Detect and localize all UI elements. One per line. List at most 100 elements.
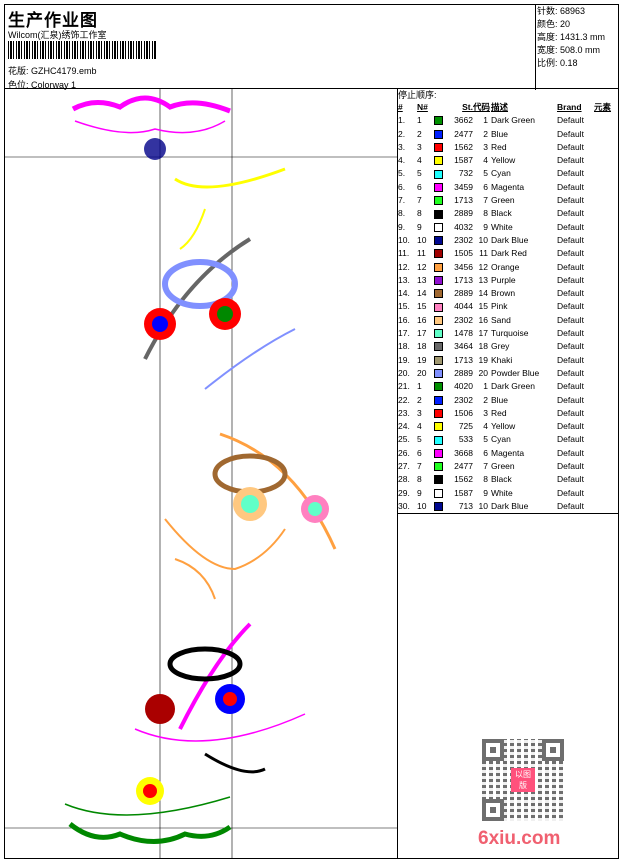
row-index: 18. [398, 341, 410, 352]
row-index: 16. [398, 314, 410, 325]
stop-sequence-label: 停止顺序: [398, 90, 437, 100]
swatch-box [434, 502, 443, 512]
swatch-box [434, 435, 443, 445]
stitch-count: 4020 [454, 381, 473, 392]
brand: Default [557, 434, 584, 445]
row-index: 3. [398, 141, 406, 152]
brand: Default [557, 354, 584, 365]
brand: Default [557, 301, 584, 312]
color-description: Blue [491, 128, 509, 139]
table-row: 20. 20 2889 20 Powder Blue Default [398, 367, 618, 380]
row-index: 27. [398, 461, 410, 472]
row-index: 23. [398, 407, 410, 418]
color-description: Dark Blue [491, 234, 529, 245]
color-code: 12 [478, 261, 488, 272]
swatch-box [434, 276, 443, 285]
color-description: Brown [491, 288, 516, 299]
color-code: 8 [483, 474, 488, 485]
color-swatch [434, 287, 446, 300]
brand: Default [557, 141, 584, 152]
row-index: 8. [398, 208, 406, 219]
brand: Default [557, 128, 584, 139]
brand: Default [557, 367, 584, 378]
needle-number: 8 [417, 208, 422, 219]
color-swatch [434, 314, 446, 327]
row-index: 19. [398, 354, 410, 365]
table-row: 8. 8 2889 8 Black Default [398, 207, 618, 220]
color-code: 9 [483, 221, 488, 232]
color-swatch [434, 500, 446, 513]
stitch-count: 3459 [454, 181, 473, 192]
stitch-count: 2302 [454, 314, 473, 325]
swatch-box [434, 143, 443, 153]
needle-number: 7 [417, 195, 422, 206]
barcode [8, 41, 156, 59]
table-row: 30. 10 713 10 Dark Blue Default [398, 500, 618, 513]
swatch-box [434, 315, 443, 325]
color-swatch [434, 487, 446, 500]
row-index: 30. [398, 500, 410, 511]
color-code: 2 [483, 394, 488, 405]
needle-number: 15 [417, 301, 427, 312]
color-swatch [434, 300, 446, 313]
color-code: 6 [483, 447, 488, 458]
brand: Default [557, 500, 584, 511]
color-swatch [434, 114, 446, 127]
color-description: Yellow [491, 421, 516, 432]
table-row: 25. 5 533 5 Cyan Default [398, 433, 618, 446]
swatch-box [434, 209, 443, 219]
colorway: 色位: Colorway 1 [8, 78, 76, 91]
table-row: 21. 1 4020 1 Dark Green Default [398, 380, 618, 393]
row-index: 29. [398, 487, 410, 498]
color-table-body: 1. 1 3662 1 Dark Green Default 2. 2 2477 2 Blue Def… [398, 114, 618, 513]
brand: Default [557, 181, 584, 192]
color-code: 16 [478, 314, 488, 325]
needle-number: 11 [417, 248, 426, 259]
color-description: Dark Red [491, 248, 527, 259]
divider [397, 88, 398, 859]
swatch-box [434, 369, 443, 379]
color-swatch [434, 194, 446, 207]
brand: Default [557, 381, 584, 392]
swatch-box [434, 408, 443, 418]
color-code: 2 [483, 128, 488, 139]
qr-code: 以图版 [482, 739, 564, 821]
color-swatch [434, 380, 446, 393]
brand: Default [557, 447, 584, 458]
stitch-count: 3662 [454, 115, 473, 126]
color-code: 15 [478, 301, 488, 312]
row-index: 7. [398, 195, 406, 206]
color-description: Orange [491, 261, 520, 272]
color-code: 4 [483, 155, 488, 166]
needle-number: 14 [417, 288, 427, 299]
watermark: 6xiu.com [478, 828, 561, 849]
color-description: Dark Green [491, 381, 535, 392]
stitch-count: 4044 [454, 301, 473, 312]
swatch-box [434, 182, 443, 192]
stitch-count: 2477 [454, 128, 473, 139]
color-code: 14 [478, 288, 488, 299]
table-row: 5. 5 732 5 Cyan Default [398, 167, 618, 180]
swatch-box [434, 156, 443, 166]
swatch-box [434, 129, 443, 139]
needle-number: 3 [417, 141, 422, 152]
table-row: 29. 9 1587 9 White Default [398, 487, 618, 500]
brand: Default [557, 115, 584, 126]
stitch-count: 2889 [454, 367, 473, 378]
swatch-box [434, 382, 443, 392]
stitch-count: 2889 [454, 288, 473, 299]
swatch-box [434, 475, 443, 485]
swatch-box [434, 289, 443, 299]
color-code: 6 [483, 181, 488, 192]
row-index: 9. [398, 221, 406, 232]
divider [397, 513, 619, 514]
color-code: 20 [478, 367, 488, 378]
swatch-box [434, 222, 443, 232]
stitch-count: 732 [458, 168, 473, 179]
swatch-box [434, 355, 443, 365]
needle-number: 13 [417, 274, 427, 285]
needle-number: 5 [417, 434, 422, 445]
stitch-count: 725 [458, 421, 473, 432]
stitch-count: 533 [458, 434, 473, 445]
row-index: 20. [398, 367, 410, 378]
